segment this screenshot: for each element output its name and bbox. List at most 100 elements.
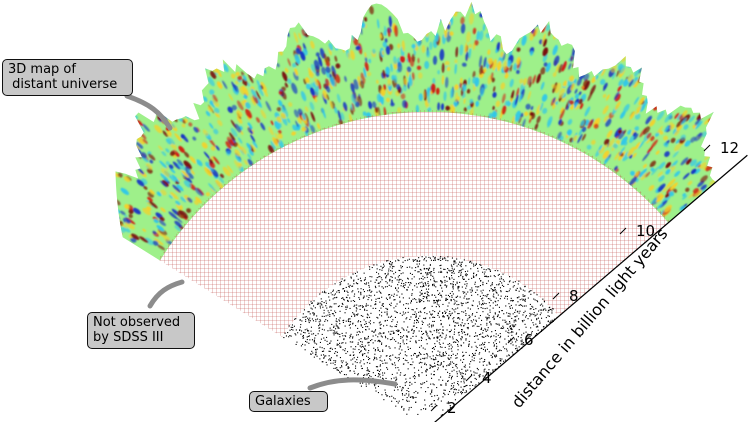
galaxy-dot xyxy=(412,335,414,337)
galaxy-dot xyxy=(361,341,363,343)
galaxy-dot xyxy=(449,406,451,408)
galaxy-dot xyxy=(444,338,446,340)
galaxy-dot xyxy=(549,309,551,311)
map-blob xyxy=(136,119,143,127)
map-blob xyxy=(578,91,582,96)
galaxy-dot xyxy=(456,322,458,324)
map-blob xyxy=(382,69,386,78)
galaxy-dot xyxy=(420,353,422,355)
galaxy-dot xyxy=(481,357,483,359)
galaxy-dot xyxy=(475,291,477,293)
galaxy-dot xyxy=(352,300,354,302)
galaxy-dot xyxy=(452,285,454,287)
map-blob xyxy=(593,123,599,129)
galaxy-dot xyxy=(345,342,347,344)
map-blob xyxy=(509,78,514,88)
galaxy-dot xyxy=(499,280,501,282)
map-blob xyxy=(504,72,509,79)
galaxy-dot xyxy=(449,270,451,272)
galaxy-dot xyxy=(452,336,454,338)
galaxy-dot xyxy=(315,334,317,336)
galaxy-dot xyxy=(435,357,437,359)
galaxy-dot xyxy=(398,358,400,360)
galaxy-dot xyxy=(492,316,494,318)
galaxy-dot xyxy=(448,269,450,271)
galaxy-dot xyxy=(415,341,417,343)
map-blob xyxy=(176,82,183,89)
galaxy-dot xyxy=(381,336,383,338)
galaxy-dot xyxy=(437,369,439,371)
galaxy-dot xyxy=(484,350,486,352)
galaxy-dot xyxy=(334,348,336,350)
map-blob xyxy=(278,129,282,134)
galaxy-dot xyxy=(398,400,400,402)
map-blob xyxy=(566,105,570,111)
galaxy-dot xyxy=(476,274,478,276)
galaxy-dot xyxy=(396,400,398,402)
galaxy-dot xyxy=(442,353,444,355)
galaxy-dot xyxy=(479,295,481,297)
map-blob xyxy=(539,102,544,112)
galaxy-dot xyxy=(453,333,455,335)
galaxy-dot xyxy=(422,283,424,285)
galaxy-dot xyxy=(499,317,501,319)
map-blob xyxy=(128,208,134,214)
galaxy-dot xyxy=(452,270,454,272)
galaxy-dot xyxy=(461,322,463,324)
galaxy-dot xyxy=(471,294,473,296)
galaxy-dot xyxy=(307,317,309,319)
map-blob xyxy=(99,152,106,159)
galaxy-dot xyxy=(486,317,488,319)
map-blob xyxy=(99,203,106,209)
galaxy-dot xyxy=(426,296,428,298)
galaxy-dot xyxy=(428,269,430,271)
galaxy-dot xyxy=(325,361,327,363)
galaxy-dot xyxy=(439,364,441,366)
galaxy-dot xyxy=(423,267,425,269)
galaxy-dot xyxy=(533,292,535,294)
galaxy-dot xyxy=(401,282,403,284)
galaxy-dot xyxy=(336,351,338,353)
galaxy-dot xyxy=(524,300,526,302)
galaxy-dot xyxy=(352,348,354,350)
map-blob xyxy=(188,70,193,76)
galaxy-dot xyxy=(373,359,375,361)
galaxy-dot xyxy=(408,331,410,333)
galaxy-dot xyxy=(464,295,466,297)
galaxy-dot xyxy=(334,332,336,334)
galaxy-dot xyxy=(329,327,331,329)
galaxy-dot xyxy=(433,348,435,350)
galaxy-dot xyxy=(442,312,444,314)
map-blob xyxy=(383,30,387,36)
galaxy-dot xyxy=(366,355,368,357)
map-blob xyxy=(502,22,506,30)
map-blob xyxy=(424,14,430,26)
map-blob xyxy=(446,1,450,10)
galaxy-dot xyxy=(431,403,433,405)
galaxy-dot xyxy=(389,358,391,360)
galaxy-dot xyxy=(406,329,408,331)
galaxy-dot xyxy=(391,363,393,365)
galaxy-dot xyxy=(413,259,415,261)
galaxy-dot xyxy=(437,361,439,363)
galaxy-dot xyxy=(399,386,401,388)
galaxy-dot xyxy=(440,334,442,336)
galaxy-dot xyxy=(434,302,436,304)
galaxy-dot xyxy=(394,362,396,364)
galaxy-dot xyxy=(401,393,403,395)
galaxy-dot xyxy=(444,394,446,396)
galaxy-dot xyxy=(442,409,444,411)
galaxy-dot xyxy=(350,346,352,348)
galaxy-dot xyxy=(418,299,420,301)
galaxy-dot xyxy=(307,330,309,332)
galaxy-dot xyxy=(507,291,509,293)
map-blob xyxy=(551,83,557,89)
galaxy-dot xyxy=(352,290,354,292)
galaxy-dot xyxy=(396,294,398,296)
galaxy-dot xyxy=(430,279,432,281)
galaxy-dot xyxy=(439,335,441,337)
galaxy-dot xyxy=(362,326,364,328)
galaxy-dot xyxy=(482,329,484,331)
galaxy-dot xyxy=(523,305,525,307)
galaxy-dot xyxy=(355,365,357,367)
